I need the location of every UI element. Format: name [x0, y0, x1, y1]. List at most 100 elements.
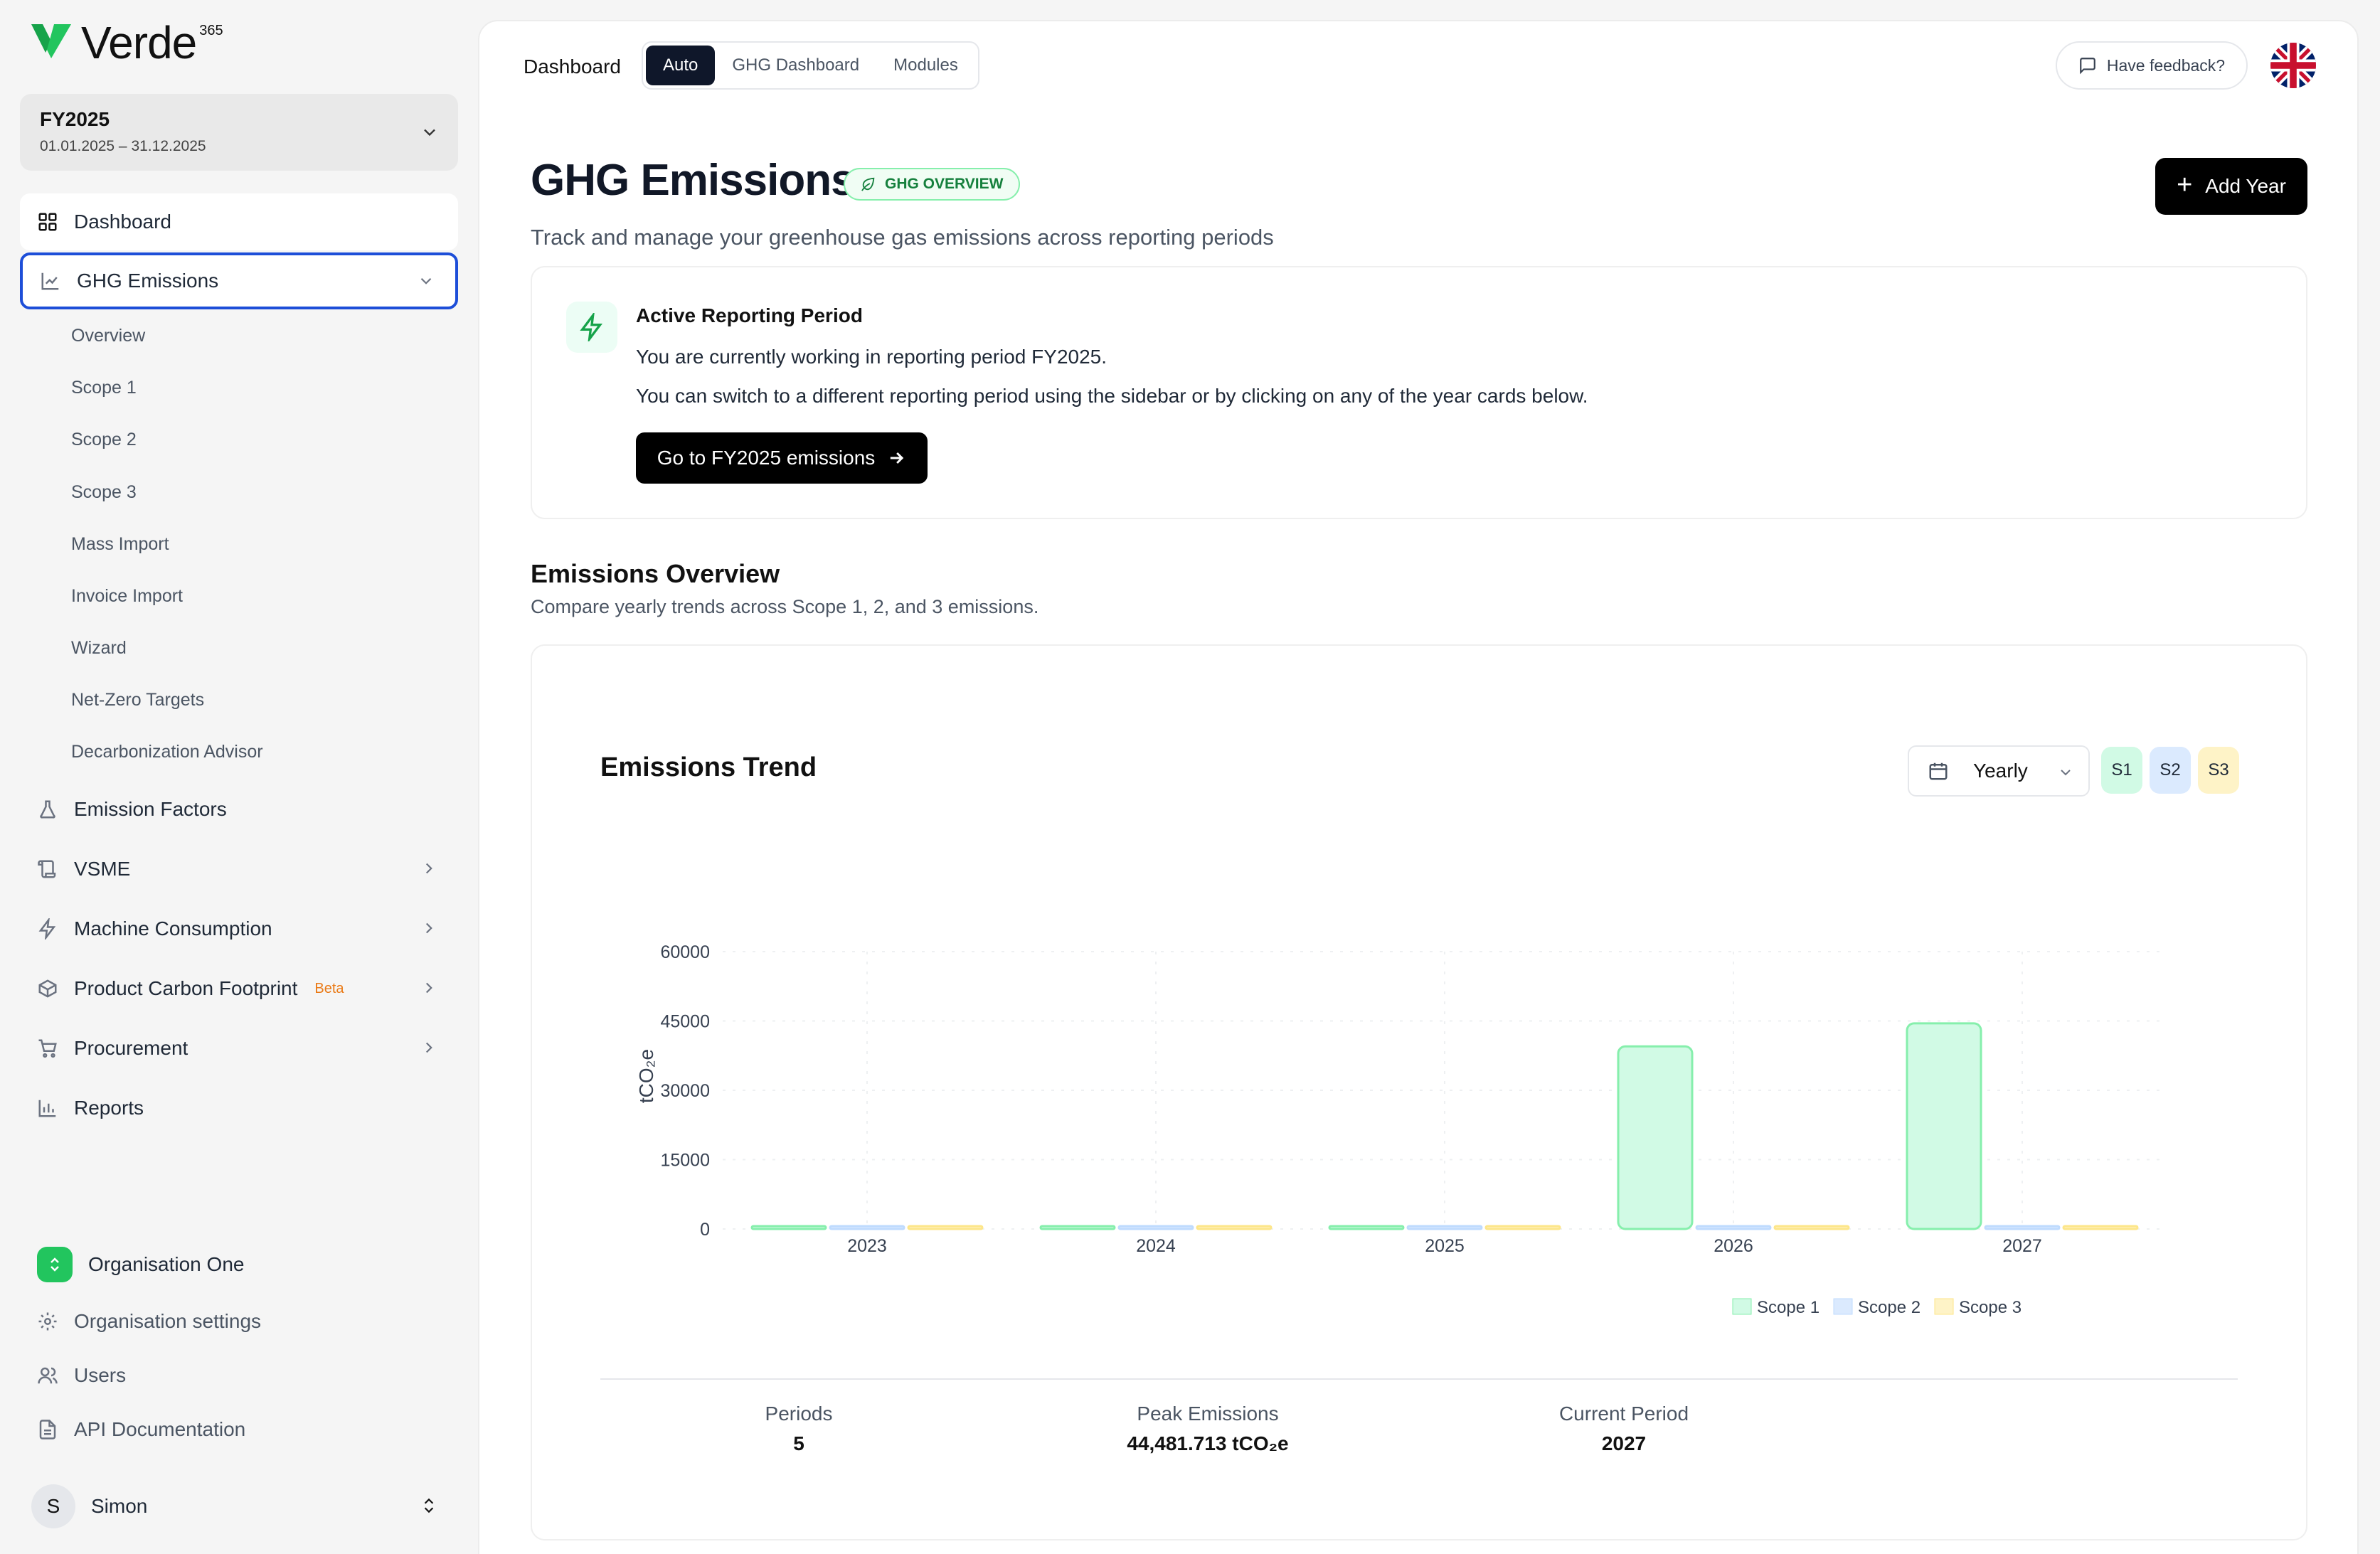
sidebar-item-emission-factors[interactable]: Emission Factors [20, 781, 458, 838]
interval-select[interactable]: Yearly [1908, 745, 2090, 797]
chevron-down-icon [2061, 770, 2071, 776]
chevron-down-icon [424, 129, 435, 137]
bar-scope-3 [1773, 1225, 1850, 1230]
user-menu[interactable]: S Simon [20, 1478, 458, 1535]
organisation-switcher[interactable]: Organisation One [20, 1236, 458, 1293]
active-period-title: Active Reporting Period [636, 304, 863, 326]
active-period-text: You are currently working in reporting p… [636, 346, 1107, 368]
sidebar-item-label: Procurement [74, 1037, 188, 1059]
emissions-overview-title: Emissions Overview [531, 559, 780, 588]
uk-flag-icon[interactable] [2270, 43, 2316, 88]
chevron-right-icon [425, 1042, 432, 1053]
sidebar-item-users[interactable]: Users [20, 1347, 458, 1404]
bar-scope-1 [1617, 1045, 1694, 1230]
bar-scope-1 [1328, 1225, 1405, 1230]
bar-scope-2 [829, 1225, 905, 1230]
sidebar-sub-scope-2[interactable]: Scope 2 [71, 430, 137, 449]
tab-auto[interactable]: Auto [646, 46, 716, 85]
sidebar-item-procurement[interactable]: Procurement [20, 1020, 458, 1077]
sidebar: Verde 365 FY2025 01.01.2025 – 31.12.2025… [0, 0, 477, 1554]
emissions-overview-subtitle: Compare yearly trends across Scope 1, 2,… [531, 596, 1039, 617]
badge-label: GHG OVERVIEW [885, 176, 1004, 192]
calendar-icon [1929, 762, 1948, 780]
bar-scope-1 [1039, 1225, 1116, 1230]
y-tick-label: 45000 [660, 1012, 710, 1032]
sidebar-sub-scope-1[interactable]: Scope 1 [71, 378, 137, 398]
tab-ghg-dashboard[interactable]: GHG Dashboard [732, 55, 860, 75]
sidebar-item-label: Reports [74, 1097, 144, 1119]
app-logo[interactable]: Verde 365 [30, 20, 223, 65]
stat-label: Peak Emissions [1137, 1403, 1279, 1425]
bar-scope-1 [1906, 1022, 1982, 1230]
stat-label: Periods [765, 1403, 833, 1425]
sidebar-sub-overview[interactable]: Overview [71, 326, 146, 346]
sidebar-item-vsme[interactable]: VSME [20, 841, 458, 898]
bar-scope-3 [1484, 1225, 1561, 1230]
active-period-hint: You can switch to a different reporting … [636, 385, 1588, 407]
add-year-button[interactable]: + Add Year [2155, 158, 2307, 215]
gear-icon [38, 1312, 57, 1331]
box-icon [38, 979, 57, 998]
sidebar-item-dashboard[interactable]: Dashboard [20, 193, 458, 250]
bar-chart-icon [38, 1100, 56, 1117]
sidebar-item-label: Users [74, 1364, 127, 1386]
sidebar-item-product-carbon-footprint[interactable]: Product Carbon Footprint Beta [20, 960, 458, 1017]
beta-badge: Beta [314, 980, 344, 996]
bar-scope-2 [1984, 1225, 2061, 1230]
stat-label: Current Period [1558, 1403, 1689, 1425]
feedback-label: Have feedback? [2106, 55, 2226, 75]
scope-2-toggle[interactable]: S2 [2150, 747, 2191, 794]
legend-swatch [1934, 1298, 1954, 1315]
scope-1-toggle[interactable]: S1 [2101, 747, 2142, 794]
sidebar-item-ghg-emissions[interactable]: GHG Emissions [20, 252, 458, 309]
sidebar-item-reports[interactable]: Reports [20, 1080, 458, 1137]
sidebar-item-api-documentation[interactable]: API Documentation [20, 1401, 458, 1458]
chevron-right-icon [425, 922, 432, 934]
fiscal-year-selector[interactable]: FY2025 01.01.2025 – 31.12.2025 [20, 94, 458, 171]
breadcrumb[interactable]: Dashboard [524, 55, 621, 78]
sidebar-sub-mass-import[interactable]: Mass Import [71, 534, 169, 554]
fiscal-year-label: FY2025 [40, 108, 110, 130]
sidebar-sub-decarbonization-advisor[interactable]: Decarbonization Advisor [71, 742, 263, 762]
legend-swatch [1833, 1298, 1853, 1315]
sidebar-sub-wizard[interactable]: Wizard [71, 638, 127, 658]
line-chart-icon [41, 272, 59, 290]
feedback-button[interactable]: Have feedback? [2056, 41, 2248, 90]
sidebar-sub-invoice-import[interactable]: Invoice Import [71, 586, 184, 606]
sidebar-item-organisation-settings[interactable]: Organisation settings [20, 1293, 458, 1350]
document-icon [39, 1420, 56, 1439]
bar-scope-2 [1695, 1225, 1772, 1230]
page-subtitle: Track and manage your greenhouse gas emi… [531, 225, 1274, 250]
go-to-emissions-button[interactable]: Go to FY2025 emissions [636, 432, 928, 484]
bar-scope-2 [1117, 1225, 1194, 1230]
go-to-emissions-label: Go to FY2025 emissions [657, 447, 876, 469]
bolt-icon [38, 918, 56, 940]
bar-scope-3 [2062, 1225, 2139, 1230]
scope-3-toggle[interactable]: S3 [2198, 747, 2239, 794]
y-tick-label: 15000 [660, 1151, 710, 1171]
sidebar-sub-scope-3[interactable]: Scope 3 [71, 482, 137, 502]
chart-title: Emissions Trend [600, 752, 817, 782]
sidebar-item-label: Dashboard [74, 211, 171, 233]
tab-modules[interactable]: Modules [893, 55, 958, 75]
verde-logo-icon [31, 24, 71, 58]
bar-scope-2 [1406, 1225, 1483, 1230]
sidebar-item-label: VSME [74, 858, 131, 880]
stat-value: 2027 [1601, 1432, 1647, 1454]
sidebar-sub-net-zero-targets[interactable]: Net-Zero Targets [71, 690, 205, 710]
arrow-right-icon [891, 452, 904, 464]
user-name: Simon [91, 1495, 148, 1517]
legend-swatch [1732, 1298, 1752, 1315]
leaf-icon [861, 177, 875, 191]
scroll-icon [38, 860, 56, 878]
users-icon [38, 1367, 58, 1384]
sidebar-item-label: GHG Emissions [77, 270, 219, 292]
stat-peak-emissions: Peak Emissions 44,481.713 tCO₂e [1101, 1403, 1314, 1455]
sidebar-item-machine-consumption[interactable]: Machine Consumption [20, 900, 458, 957]
stat-value: 5 [793, 1432, 804, 1454]
ghg-overview-badge: GHG OVERVIEW [844, 168, 1021, 201]
main-content: Dashboard Auto GHG Dashboard Modules Hav… [478, 20, 2359, 1554]
stat-current-period: Current Period 2027 [1535, 1403, 1713, 1455]
chevrons-up-down-icon [424, 1498, 434, 1513]
grid-icon [38, 213, 57, 231]
